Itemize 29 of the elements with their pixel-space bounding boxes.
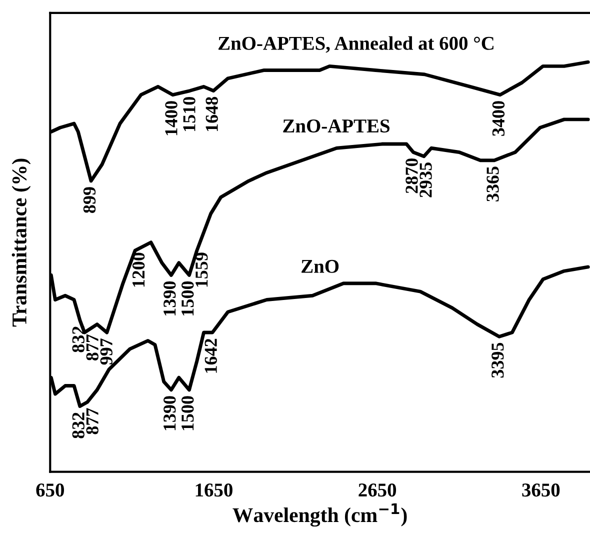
annotation: 1400 [165,101,178,136]
annotation: 2870 [406,158,418,194]
annotation: 1648 [206,96,218,131]
series-label: ZnO-APTES [283,119,390,133]
annotation: 2935 [420,162,432,198]
annotation: 877 [86,334,98,360]
annotation: 1642 [204,338,217,373]
annotation: 1559 [196,252,208,287]
x-tick-label: 2650 [358,484,396,497]
x-tick-label: 3650 [522,484,560,497]
annotation: 832 [72,412,84,438]
x-tick-label: 1650 [196,484,232,497]
annotation: 1390 [164,281,176,316]
annotation: 1500 [182,281,194,316]
series-label: ZnO [302,260,339,273]
annotation: 1200 [132,252,145,287]
annotation: 3400 [492,101,505,136]
annotation: 1500 [182,396,194,430]
annotation: 877 [86,408,98,434]
annotation: 899 [83,187,96,213]
x-tick-label: 650 [36,484,64,497]
y-axis-title: Transmittance (%) [12,158,31,327]
annotation: 3395 [492,342,504,378]
annotation: 1390 [164,396,176,430]
annotation: 997 [100,338,112,365]
x-axis-title: Wavelength (cm$^{−1}$) [232,503,407,527]
series-label: ZnO-APTES, Annealed at 600 °C [218,36,494,53]
annotation: 1510 [183,97,196,131]
annotation: 3365 [486,166,499,202]
